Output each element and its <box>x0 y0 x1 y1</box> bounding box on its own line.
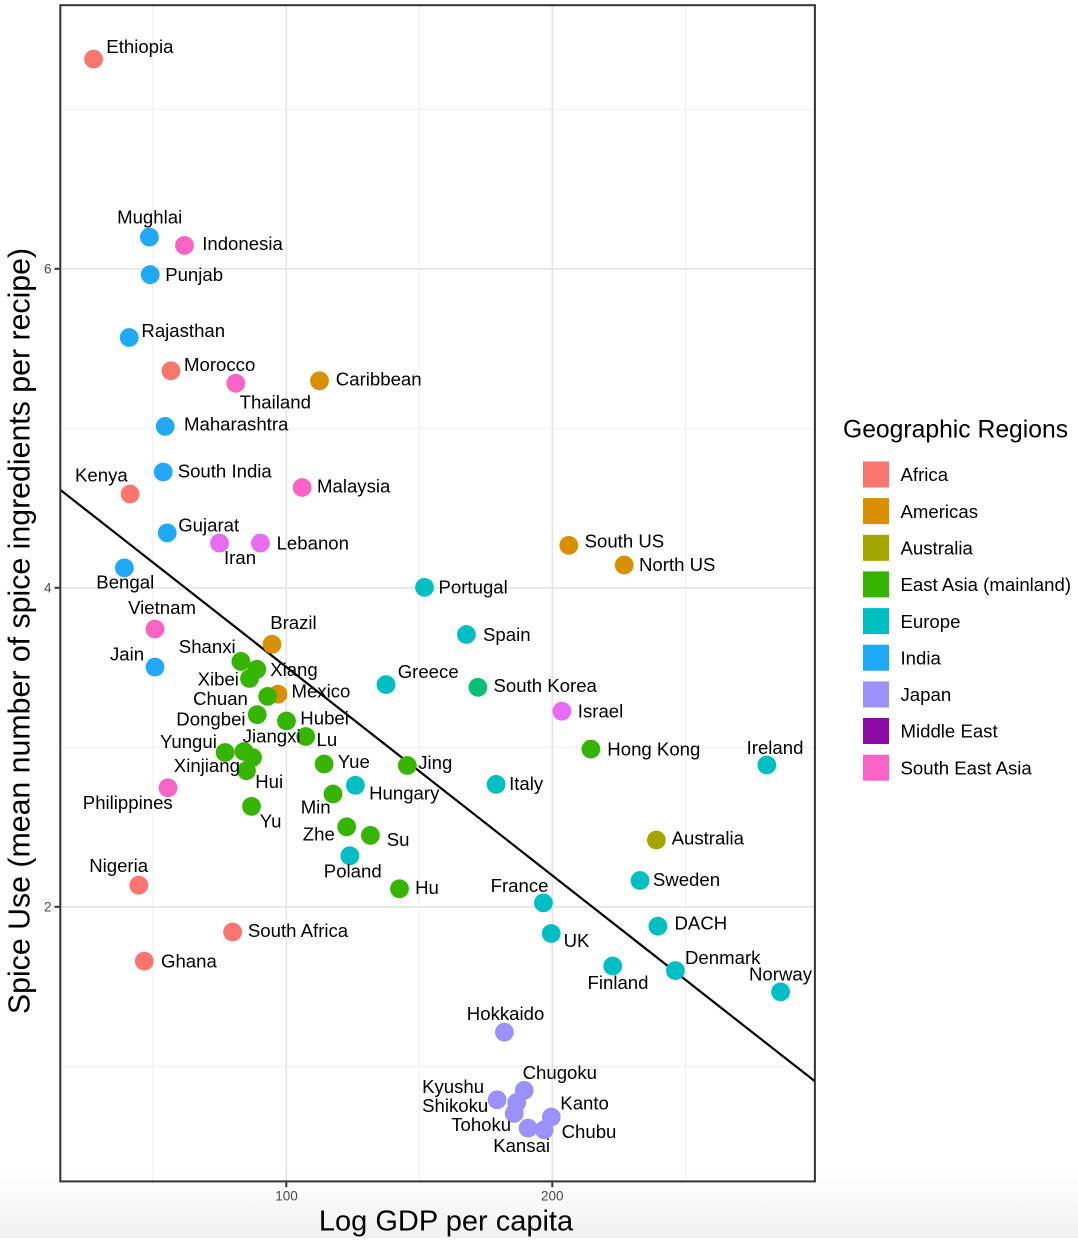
svg-text:Gujarat: Gujarat <box>178 515 240 536</box>
svg-text:Hungary: Hungary <box>369 783 440 804</box>
svg-text:Portugal: Portugal <box>439 576 508 597</box>
svg-text:Kyushu: Kyushu <box>422 1076 484 1097</box>
svg-text:6: 6 <box>44 262 52 277</box>
svg-text:Xiang: Xiang <box>270 659 318 680</box>
svg-text:Hui: Hui <box>255 771 283 792</box>
svg-text:Spice Use (mean number of spic: Spice Use (mean number of spice ingredie… <box>4 248 37 1014</box>
svg-text:Europe: Europe <box>901 611 961 632</box>
svg-text:East Asia (mainland): East Asia (mainland) <box>901 574 1072 595</box>
svg-text:Bengal: Bengal <box>96 571 154 592</box>
svg-text:Punjab: Punjab <box>165 264 223 285</box>
svg-text:Lu: Lu <box>317 729 338 750</box>
svg-text:2: 2 <box>44 900 52 915</box>
svg-text:Xibei: Xibei <box>198 669 239 690</box>
svg-text:Shikoku: Shikoku <box>422 1095 488 1116</box>
svg-text:Malaysia: Malaysia <box>317 476 391 497</box>
svg-text:Jing: Jing <box>418 752 452 773</box>
svg-text:France: France <box>491 875 549 896</box>
svg-text:Morocco: Morocco <box>184 354 255 375</box>
svg-text:Denmark: Denmark <box>685 947 761 968</box>
svg-text:Xinjiang: Xinjiang <box>174 755 240 776</box>
svg-text:Ethiopia: Ethiopia <box>106 36 174 57</box>
svg-text:Finland: Finland <box>588 972 649 993</box>
svg-text:Rajasthan: Rajasthan <box>141 320 225 341</box>
svg-text:Greece: Greece <box>398 661 459 682</box>
svg-text:Zhe: Zhe <box>303 823 335 844</box>
svg-text:Poland: Poland <box>324 860 382 881</box>
svg-text:Maharashtra: Maharashtra <box>184 413 289 434</box>
svg-text:Africa: Africa <box>901 464 949 485</box>
svg-text:Ghana: Ghana <box>161 951 217 972</box>
svg-text:South Africa: South Africa <box>248 920 349 941</box>
svg-text:Nigeria: Nigeria <box>89 855 149 876</box>
svg-text:Japan: Japan <box>901 684 952 705</box>
svg-text:South Korea: South Korea <box>494 675 598 696</box>
svg-text:South India: South India <box>178 460 273 481</box>
svg-text:South East Asia: South East Asia <box>901 757 1033 778</box>
svg-text:4: 4 <box>44 581 52 596</box>
svg-text:Brazil: Brazil <box>270 612 317 633</box>
svg-text:Australia: Australia <box>901 538 974 559</box>
svg-text:South US: South US <box>585 531 665 552</box>
svg-text:Chubu: Chubu <box>562 1121 617 1142</box>
svg-text:Dongbei: Dongbei <box>176 709 245 730</box>
svg-text:Su: Su <box>387 829 410 850</box>
svg-text:DACH: DACH <box>675 913 728 934</box>
svg-text:Caribbean: Caribbean <box>336 369 422 390</box>
svg-text:Israel: Israel <box>578 701 623 722</box>
svg-text:Indonesia: Indonesia <box>202 233 283 254</box>
svg-text:Americas: Americas <box>901 501 979 522</box>
svg-text:Hubei: Hubei <box>300 707 349 728</box>
svg-text:Kansai: Kansai <box>493 1135 550 1156</box>
svg-text:Hu: Hu <box>415 877 439 898</box>
svg-text:Middle East: Middle East <box>901 721 999 742</box>
svg-text:Kenya: Kenya <box>75 465 128 486</box>
svg-text:Tohoku: Tohoku <box>451 1114 511 1135</box>
svg-text:Kanto: Kanto <box>560 1093 609 1114</box>
svg-text:Vietnam: Vietnam <box>128 597 196 618</box>
svg-text:Mexico: Mexico <box>292 681 351 702</box>
svg-text:Mughlai: Mughlai <box>117 206 182 227</box>
svg-text:Australia: Australia <box>672 827 745 848</box>
svg-text:Yungui: Yungui <box>160 731 217 752</box>
svg-text:Yu: Yu <box>260 811 282 832</box>
svg-text:Hong Kong: Hong Kong <box>607 738 700 759</box>
svg-text:North US: North US <box>639 554 715 575</box>
svg-text:Sweden: Sweden <box>653 869 720 890</box>
svg-text:Hokkaido: Hokkaido <box>467 1003 545 1024</box>
svg-text:Ireland: Ireland <box>747 737 804 758</box>
svg-text:Philippines: Philippines <box>83 792 173 813</box>
svg-text:Chugoku: Chugoku <box>523 1062 597 1083</box>
svg-text:Jain: Jain <box>110 644 144 665</box>
svg-text:Jiangxi: Jiangxi <box>243 725 301 746</box>
svg-text:Lebanon: Lebanon <box>277 532 349 553</box>
svg-text:India: India <box>901 647 942 668</box>
svg-text:Shanxi: Shanxi <box>179 636 236 657</box>
svg-text:Min: Min <box>301 797 331 818</box>
svg-text:Norway: Norway <box>749 963 813 984</box>
svg-text:Geographic Regions: Geographic Regions <box>843 417 1068 444</box>
svg-text:Thailand: Thailand <box>240 392 311 413</box>
svg-text:Italy: Italy <box>509 773 544 794</box>
svg-text:Chuan: Chuan <box>193 688 248 709</box>
svg-text:UK: UK <box>564 930 590 951</box>
svg-text:Yue: Yue <box>338 751 370 772</box>
svg-text:Spain: Spain <box>483 624 531 645</box>
svg-text:Iran: Iran <box>224 547 256 568</box>
